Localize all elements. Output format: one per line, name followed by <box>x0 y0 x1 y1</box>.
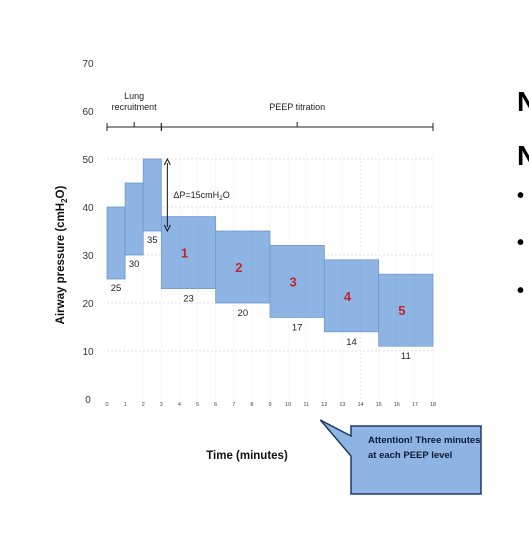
x-tick-label: 5 <box>196 402 199 408</box>
recruitment-bar <box>106 206 126 280</box>
cropped-bullet: • <box>517 185 525 207</box>
y-tick-label: 40 <box>82 203 94 214</box>
x-tick-label: 12 <box>321 402 327 408</box>
x-tick-label: 0 <box>105 402 108 408</box>
callout-text: Attention! Three minutes at each PEEP le… <box>368 435 481 461</box>
y-axis-title: Airway pressure (cmH2O) <box>55 185 69 324</box>
y-tick-label: 0 <box>85 395 91 406</box>
x-tick-label: 14 <box>357 402 363 408</box>
y-tick-label: 20 <box>82 299 94 310</box>
x-tick-label: 18 <box>430 402 436 408</box>
callout-box <box>319 419 482 495</box>
step-number: 1 <box>181 246 188 261</box>
y-tick-label: 50 <box>82 155 94 166</box>
peep-step-bar <box>160 216 217 290</box>
cropped-bullet: • <box>517 280 525 302</box>
step-number: 4 <box>344 289 352 304</box>
x-tick-label: 16 <box>394 402 400 408</box>
x-tick-label: 4 <box>178 402 181 408</box>
peep-step-bar <box>269 244 325 318</box>
x-tick-label: 15 <box>376 402 382 408</box>
bar-low-label: 30 <box>129 259 140 270</box>
x-axis-title: Time (minutes) <box>206 450 288 462</box>
step-number: 3 <box>290 274 297 289</box>
phase-label: PEEP titration <box>269 102 325 112</box>
x-tick-label: 9 <box>268 402 271 408</box>
recruitment-bar <box>124 182 144 256</box>
step-low-label: 17 <box>292 322 303 333</box>
y-axis-ticks: 0 10 20 30 40 50 60 70 <box>82 59 94 406</box>
delta-p-arrowhead-up <box>163 157 171 166</box>
bar-low-label: 35 <box>147 235 158 246</box>
step-low-label: 20 <box>238 308 249 319</box>
x-tick-label: 6 <box>214 402 217 408</box>
cropped-heading-char: N <box>517 140 529 171</box>
y-tick-label: 70 <box>82 59 94 70</box>
cropped-heading-char: N <box>517 86 529 117</box>
bar-low-label: 25 <box>111 283 122 294</box>
x-tick-label: 11 <box>303 402 309 408</box>
peep-step-bar <box>378 273 434 347</box>
x-tick-label: 1 <box>124 402 127 408</box>
step-low-label: 14 <box>346 337 357 348</box>
y-tick-label: 30 <box>82 251 94 262</box>
x-tick-label: 10 <box>285 402 291 408</box>
delta-p-annotation: ΔP=15cmH2O <box>163 157 230 233</box>
recruitment-bar <box>142 158 162 232</box>
step-number: 5 <box>398 303 405 318</box>
delta-p-label: ΔP=15cmH2O <box>173 190 229 202</box>
peep-step-bar <box>215 230 271 304</box>
step-low-label: 23 <box>183 294 194 305</box>
x-tick-label: 3 <box>160 402 163 408</box>
phase-label: Lung <box>124 91 144 101</box>
x-tick-label: 17 <box>412 402 418 408</box>
step-low-label: 11 <box>401 351 411 362</box>
delta-p-arrowhead-down <box>163 224 171 233</box>
phase-label: recruitment <box>112 102 158 112</box>
cropped-bullet: • <box>517 232 525 254</box>
pressure-bars: 25 30 35 23 1 20 2 17 3 14 4 11 5 <box>106 158 434 362</box>
x-tick-label: 7 <box>232 402 235 408</box>
x-tick-label: 2 <box>142 402 145 408</box>
x-axis-ticks: 0 1 2 3 4 5 6 7 8 9 10 11 12 13 14 15 16 17 18 <box>105 402 436 408</box>
y-tick-label: 60 <box>82 107 94 118</box>
y-tick-label: 10 <box>82 347 94 358</box>
cropped-slide-text: N N • • • <box>517 0 529 548</box>
peep-step-bar <box>323 259 380 333</box>
x-tick-label: 13 <box>339 402 345 408</box>
step-number: 2 <box>235 260 242 275</box>
x-tick-label: 8 <box>250 402 253 408</box>
